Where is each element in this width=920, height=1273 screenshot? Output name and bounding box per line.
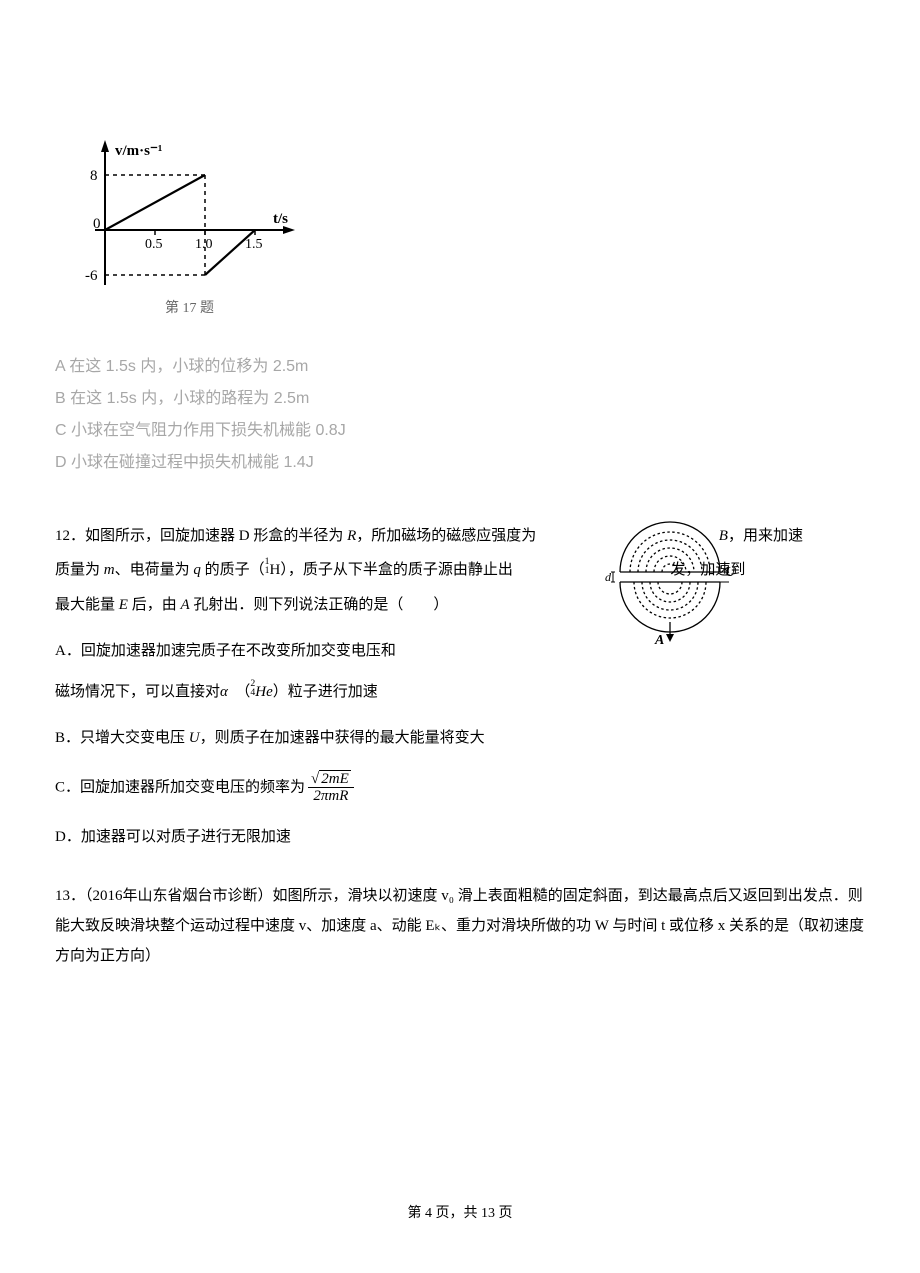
option-d: D 小球在碰撞过程中损失机械能 1.4J [55,447,865,479]
page-footer: 第 4 页，共 13 页 [55,1201,865,1228]
y-axis-label: v/m·s⁻¹ [115,143,162,159]
q12-line2: 质量为 m、电荷量为 q 的质子（11H），质子从下半盒的质子源由静止出 发，加… [55,553,865,588]
q12-stem: 12．如图所示，回旋加速器 D 形盒的半径为 R，所加磁场的磁感应强度为 B，用… [55,519,865,623]
option-b: B 在这 1.5s 内，小球的路程为 2.5m [55,383,865,415]
y-tick-neg6: -6 [85,268,98,284]
x-tick-05: 0.5 [145,237,163,252]
page-content: v/m·s⁻¹ t/s 8 0 -6 0.5 1.0 1.5 第 17 题 A … [0,0,920,1268]
vt-graph: v/m·s⁻¹ t/s 8 0 -6 0.5 1.0 1.5 第 17 题 [55,130,305,325]
label-d: d [605,570,612,584]
option-a: A 在这 1.5s 内，小球的位移为 2.5m [55,351,865,383]
q12-figure: d U A [605,514,735,660]
q12-option-b: B．只增大交变电压 U，则质子在加速器中获得的最大能量将变大 [55,724,865,753]
q12-option-d: D．加速器可以对质子进行无限加速 [55,823,865,852]
y-tick-8: 8 [90,168,98,184]
q12-line1: 12．如图所示，回旋加速器 D 形盒的半径为 R，所加磁场的磁感应强度为 B，用… [55,519,865,554]
question-12: d U A 12．如图所示，回旋加速器 D 形盒的半径为 R，所加磁场的磁感应强… [55,519,865,852]
x-tick-15: 1.5 [245,237,263,252]
q12-option-a: A．回旋加速器加速完质子在不改变所加交变电压和 磁场情况下，可以直接对α （24… [55,637,865,706]
option-c: C 小球在空气阻力作用下损失机械能 0.8J [55,415,865,447]
q12-option-c: C．回旋加速器所加交变电压的频率为2mE2πmR [55,771,865,805]
question-13: 13．（2016年山东省烟台市诊断）如图所示，滑块以初速度 v₀ 滑上表面粗糙的… [55,881,865,971]
q12-line3: 最大能量 E 后，由 A 孔射出．则下列说法正确的是（ ） [55,588,865,623]
x-tick-10: 1.0 [195,237,213,252]
label-a: A [654,633,664,648]
y-tick-0: 0 [93,216,101,232]
cyclotron-diagram: d U A [605,514,735,649]
chart-caption: 第 17 题 [165,299,214,316]
label-u: U [725,565,735,580]
x-axis-label: t/s [273,211,288,227]
q11-options: A 在这 1.5s 内，小球的位移为 2.5m B 在这 1.5s 内，小球的路… [55,351,865,479]
q17-chart: v/m·s⁻¹ t/s 8 0 -6 0.5 1.0 1.5 第 17 题 [55,130,865,336]
